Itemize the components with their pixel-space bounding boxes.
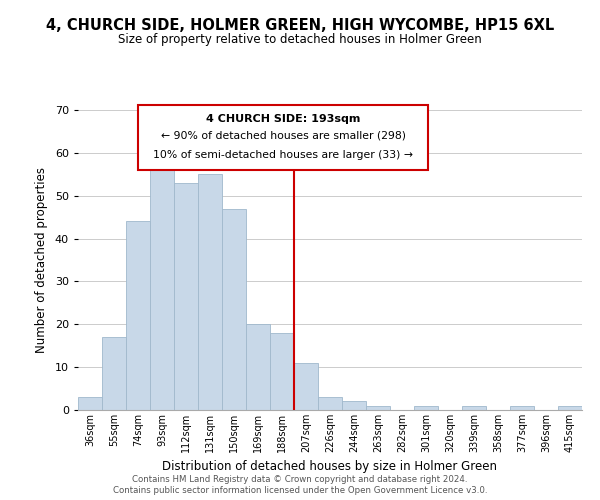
Bar bbox=[126, 222, 150, 410]
Text: 10% of semi-detached houses are larger (33) →: 10% of semi-detached houses are larger (… bbox=[154, 150, 413, 160]
Bar bbox=[366, 406, 390, 410]
Bar bbox=[558, 406, 582, 410]
Text: 4, CHURCH SIDE, HOLMER GREEN, HIGH WYCOMBE, HP15 6XL: 4, CHURCH SIDE, HOLMER GREEN, HIGH WYCOM… bbox=[46, 18, 554, 32]
Bar bbox=[462, 406, 486, 410]
Bar bbox=[198, 174, 222, 410]
Bar bbox=[78, 397, 102, 410]
Bar bbox=[318, 397, 342, 410]
Bar bbox=[222, 208, 246, 410]
Bar bbox=[174, 183, 198, 410]
Bar bbox=[294, 363, 318, 410]
Y-axis label: Number of detached properties: Number of detached properties bbox=[35, 167, 48, 353]
FancyBboxPatch shape bbox=[139, 106, 428, 170]
Text: Contains HM Land Registry data © Crown copyright and database right 2024.: Contains HM Land Registry data © Crown c… bbox=[132, 475, 468, 484]
Bar bbox=[102, 337, 126, 410]
Bar bbox=[270, 333, 294, 410]
Text: 4 CHURCH SIDE: 193sqm: 4 CHURCH SIDE: 193sqm bbox=[206, 114, 361, 124]
Bar bbox=[342, 402, 366, 410]
Bar bbox=[510, 406, 534, 410]
Bar bbox=[246, 324, 270, 410]
Bar bbox=[414, 406, 438, 410]
Text: Size of property relative to detached houses in Holmer Green: Size of property relative to detached ho… bbox=[118, 32, 482, 46]
Text: ← 90% of detached houses are smaller (298): ← 90% of detached houses are smaller (29… bbox=[161, 131, 406, 141]
Text: Contains public sector information licensed under the Open Government Licence v3: Contains public sector information licen… bbox=[113, 486, 487, 495]
X-axis label: Distribution of detached houses by size in Holmer Green: Distribution of detached houses by size … bbox=[163, 460, 497, 473]
Bar bbox=[150, 170, 174, 410]
